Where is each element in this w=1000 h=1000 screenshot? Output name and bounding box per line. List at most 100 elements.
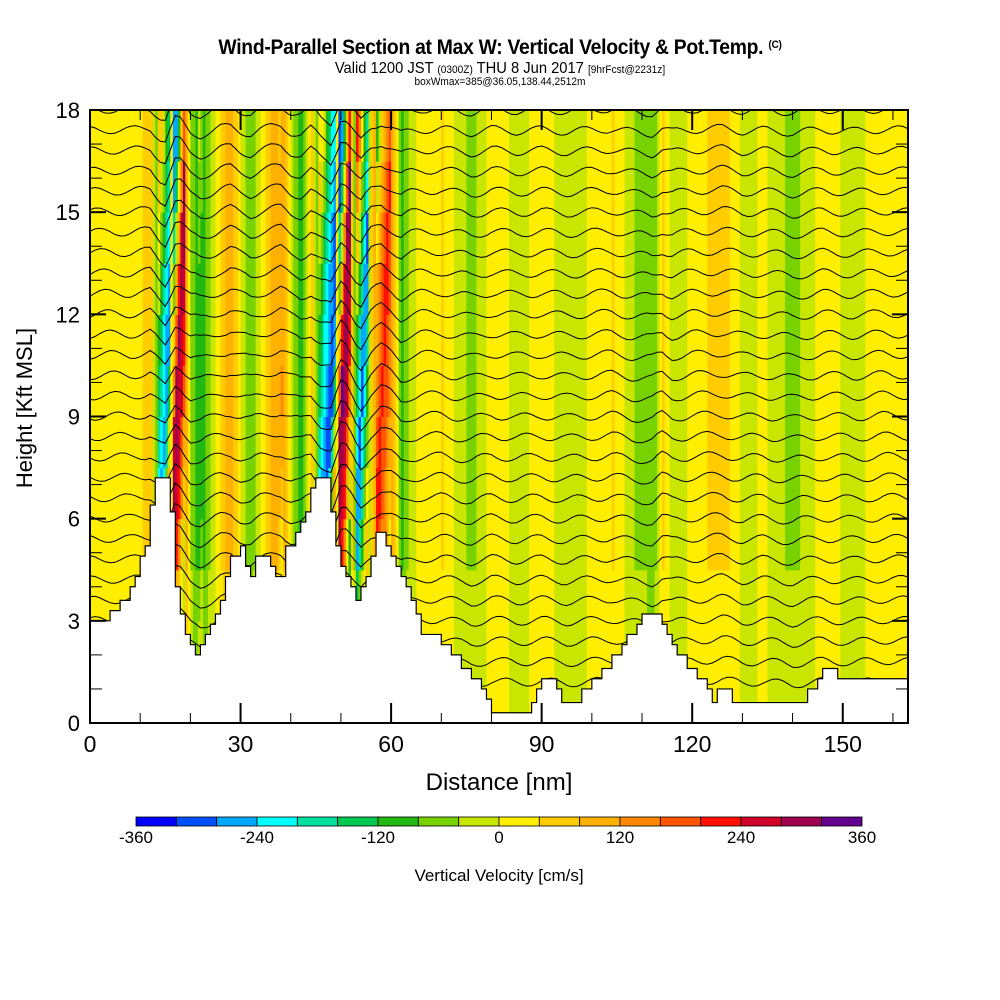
heat-cell bbox=[488, 263, 493, 315]
heat-cell bbox=[777, 620, 781, 673]
heat-cell bbox=[890, 518, 894, 571]
heat-cell bbox=[857, 314, 861, 367]
heat-cell bbox=[202, 518, 207, 571]
heat-cell bbox=[383, 263, 387, 315]
heat-cell bbox=[393, 212, 397, 264]
heat-cell bbox=[278, 467, 282, 520]
heat-cell bbox=[717, 365, 721, 418]
heat-cell bbox=[709, 569, 713, 622]
heat-cell bbox=[679, 314, 683, 367]
heat-cell bbox=[200, 518, 204, 571]
heat-cell bbox=[687, 416, 691, 469]
heat-cell bbox=[576, 620, 580, 673]
heat-cell bbox=[594, 416, 598, 469]
heat-cell bbox=[860, 569, 864, 622]
heat-cell bbox=[672, 161, 676, 213]
heat-cell bbox=[549, 416, 553, 469]
heat-cell bbox=[305, 110, 309, 162]
heat-cell bbox=[752, 212, 756, 264]
heat-cell bbox=[722, 467, 726, 520]
heat-cell bbox=[576, 161, 580, 213]
heat-cell bbox=[687, 365, 691, 418]
heat-cell bbox=[639, 518, 643, 571]
heat-cell bbox=[157, 263, 161, 315]
heat-cell bbox=[97, 110, 101, 162]
heat-cell bbox=[215, 161, 219, 213]
heat-cell bbox=[614, 467, 618, 520]
heat-cell bbox=[775, 314, 779, 367]
heat-cell bbox=[697, 263, 701, 315]
heat-cell bbox=[611, 314, 616, 367]
heat-cell bbox=[737, 620, 741, 673]
heat-cell bbox=[596, 620, 600, 673]
heat-cell bbox=[501, 467, 505, 520]
heat-cell bbox=[699, 161, 703, 213]
heat-cell bbox=[393, 263, 397, 315]
heat-cell bbox=[212, 365, 217, 418]
heat-cell bbox=[157, 161, 161, 213]
heat-cell bbox=[837, 416, 841, 469]
heat-cell bbox=[506, 620, 510, 673]
heat-cell bbox=[418, 314, 422, 367]
heat-cell bbox=[581, 365, 585, 418]
heat-cell bbox=[433, 110, 437, 162]
heat-cell bbox=[175, 467, 179, 520]
heat-cell bbox=[391, 110, 395, 162]
heat-cell bbox=[195, 569, 199, 622]
heat-cell bbox=[667, 314, 671, 367]
heat-cell bbox=[185, 110, 189, 162]
heat-cell bbox=[212, 263, 217, 315]
heat-cell bbox=[616, 365, 621, 418]
heat-cell bbox=[782, 416, 786, 469]
heat-cell bbox=[127, 263, 131, 315]
heat-cell bbox=[850, 212, 854, 264]
heat-cell bbox=[110, 314, 114, 367]
heat-cell bbox=[473, 314, 478, 367]
heat-cell bbox=[657, 263, 661, 315]
heat-cell bbox=[486, 212, 490, 264]
heat-cell bbox=[762, 467, 766, 520]
heat-cell bbox=[659, 110, 663, 162]
heat-cell bbox=[461, 212, 465, 264]
heat-cell bbox=[785, 161, 789, 213]
heat-cell bbox=[401, 161, 405, 213]
heat-cell bbox=[413, 569, 417, 622]
heat-cell bbox=[531, 365, 535, 418]
heat-cell bbox=[850, 314, 854, 367]
heat-cell bbox=[877, 212, 881, 264]
heat-cell bbox=[245, 212, 249, 264]
heat-cell bbox=[210, 467, 214, 520]
heat-cell bbox=[217, 416, 222, 469]
heat-cell bbox=[127, 569, 131, 622]
heat-cell bbox=[800, 671, 804, 723]
heat-cell bbox=[132, 263, 136, 315]
heat-cell bbox=[815, 263, 819, 315]
heat-cell bbox=[421, 416, 425, 469]
heat-cell bbox=[840, 365, 844, 418]
heat-cell bbox=[835, 263, 839, 315]
heat-cell bbox=[260, 161, 264, 213]
heat-cell bbox=[350, 263, 355, 315]
heat-cell bbox=[509, 161, 513, 213]
heat-cell bbox=[300, 110, 304, 162]
heat-cell bbox=[541, 467, 545, 520]
heat-cell bbox=[644, 569, 648, 622]
heat-cell bbox=[759, 110, 764, 162]
heat-cell bbox=[549, 518, 553, 571]
heat-cell bbox=[140, 467, 144, 520]
heat-cell bbox=[807, 263, 811, 315]
heat-cell bbox=[584, 212, 588, 264]
heat-cell bbox=[672, 416, 676, 469]
heat-cell bbox=[551, 110, 555, 162]
heat-cell bbox=[202, 263, 207, 315]
heat-cell bbox=[807, 314, 811, 367]
heat-cell bbox=[714, 620, 718, 673]
heat-cell bbox=[589, 161, 593, 213]
heat-cell bbox=[157, 314, 161, 367]
heat-cell bbox=[614, 518, 618, 571]
heat-cell bbox=[842, 110, 846, 162]
heat-cell bbox=[205, 416, 209, 469]
heat-cell bbox=[145, 212, 149, 264]
heat-cell bbox=[315, 161, 319, 213]
